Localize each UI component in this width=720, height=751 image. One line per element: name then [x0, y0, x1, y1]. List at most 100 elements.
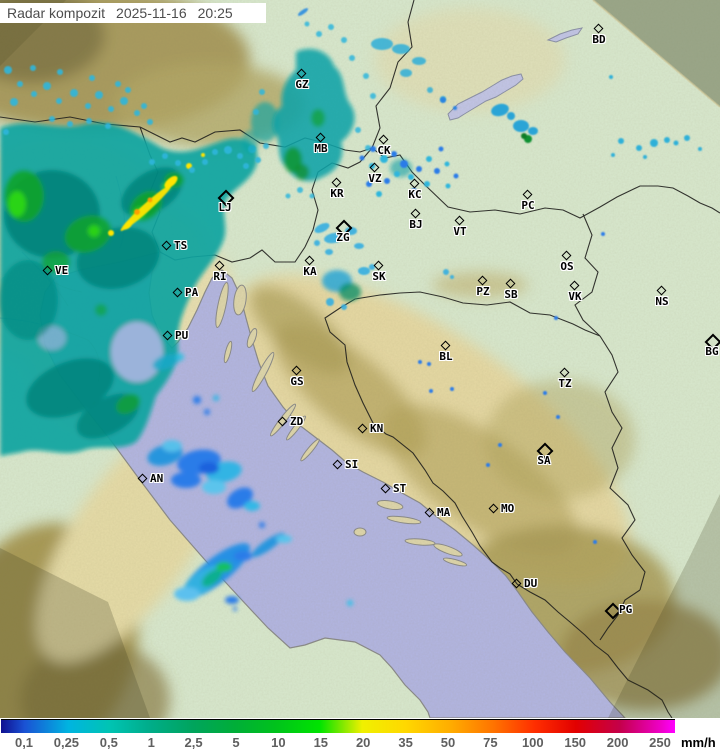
city-label: PG — [619, 603, 633, 616]
city-label: MB — [314, 142, 328, 155]
scale-tick: 15 — [313, 735, 329, 750]
scale-tick: 200 — [606, 735, 629, 750]
city-label: BL — [439, 350, 453, 363]
city-label: BG — [705, 345, 719, 358]
city-diamond-icon — [424, 507, 435, 518]
observation-date: 2025-11-16 — [116, 5, 187, 21]
scale-tick: 10 — [271, 735, 286, 750]
city-diamond-icon — [304, 255, 315, 266]
city-label: NS — [655, 295, 669, 308]
city-diamond-icon — [380, 483, 391, 494]
city-label: TS — [174, 239, 188, 252]
echo-ck-cluster — [359, 146, 459, 197]
city-label: PA — [185, 286, 199, 299]
scale-tick: 0,5 — [99, 735, 118, 750]
city-label: CK — [377, 144, 391, 157]
scale-tick: 5 — [232, 735, 240, 750]
city-diamond-icon — [488, 503, 499, 514]
city-label: ST — [393, 482, 407, 495]
city-label: KA — [303, 265, 317, 278]
city-diamond-icon — [137, 473, 148, 484]
city-label: LJ — [218, 201, 232, 214]
city-diamond-icon — [378, 134, 389, 145]
city-diamond-icon — [162, 330, 173, 341]
city-diamond-icon — [161, 240, 172, 251]
city-label: PU — [175, 329, 189, 342]
echo-inland-dots — [418, 232, 605, 544]
city-label: KR — [330, 187, 344, 200]
echo-zagreb-cluster — [314, 223, 454, 310]
observation-time: 20:25 — [197, 5, 233, 21]
city-label: VT — [453, 225, 467, 238]
city-label: OS — [560, 260, 574, 273]
scale-tick: 35 — [398, 735, 413, 750]
city-diamond-icon — [505, 278, 516, 289]
city-label: TZ — [558, 377, 572, 390]
echo-hungary — [440, 75, 702, 159]
scale-tick: 50 — [440, 735, 456, 750]
city-diamond-icon — [331, 177, 342, 188]
city-diamond-icon — [172, 287, 183, 298]
city-label: ZG — [336, 231, 350, 244]
city-diamond-icon — [511, 578, 522, 589]
city-diamond-icon — [656, 285, 667, 296]
city-label: SB — [504, 288, 518, 301]
city-label: GZ — [295, 78, 309, 91]
scale-tick: 150 — [564, 735, 587, 750]
precipitation-echoes — [0, 8, 702, 611]
city-label: SA — [537, 454, 551, 467]
city-diamond-icon — [410, 208, 421, 219]
echo-main-system — [0, 122, 258, 456]
scale-tick: 20 — [355, 735, 371, 750]
city-label: SI — [345, 458, 359, 471]
product-title: Radar kompozit — [7, 5, 106, 21]
city-diamond-icon — [561, 250, 572, 261]
title-bar: Radar kompozit 2025-11-16 20:25 — [0, 3, 266, 23]
radar-map-canvas — [0, 0, 720, 718]
city-label: ZD — [290, 415, 304, 428]
city-diamond-icon — [315, 132, 326, 143]
intensity-unit-label: mm/h — [681, 735, 716, 750]
city-diamond-icon — [357, 423, 368, 434]
city-label: RI — [213, 270, 227, 283]
city-label: PC — [521, 199, 535, 212]
city-diamond-icon — [296, 68, 307, 79]
scale-tick: 100 — [521, 735, 544, 750]
city-label: VK — [568, 290, 582, 303]
city-label: KC — [408, 188, 422, 201]
city-diamond-icon — [369, 162, 380, 173]
city-diamond-icon — [477, 275, 488, 286]
city-label: PZ — [476, 285, 490, 298]
city-label: MO — [501, 502, 515, 515]
city-diamond-icon — [409, 178, 420, 189]
intensity-gradient-bar — [1, 719, 675, 733]
city-diamond-icon — [559, 367, 570, 378]
scale-tick: 2,5 — [184, 735, 203, 750]
scale-tick: 75 — [483, 735, 498, 750]
city-label: BD — [592, 33, 606, 46]
city-diamond-icon — [291, 365, 302, 376]
echo-adriatic — [147, 395, 353, 611]
scale-tick: 0,1 — [14, 735, 34, 750]
city-label: GS — [290, 375, 304, 388]
city-label: SK — [372, 270, 386, 283]
city-diamond-icon — [373, 260, 384, 271]
city-label: AN — [150, 472, 164, 485]
scale-tick: 1 — [147, 735, 155, 750]
city-label: VE — [55, 264, 69, 277]
city-label: BJ — [409, 218, 423, 231]
city-diamond-icon — [454, 215, 465, 226]
city-diamond-icon — [440, 340, 451, 351]
city-diamond-icon — [522, 189, 533, 200]
city-label: KN — [370, 422, 384, 435]
city-label: MA — [437, 506, 451, 519]
city-diamond-icon — [277, 416, 288, 427]
city-diamond-icon — [332, 459, 343, 470]
city-label: DU — [524, 577, 538, 590]
city-label: VZ — [368, 172, 382, 185]
scale-tick: 250 — [649, 735, 671, 750]
city-diamond-icon — [569, 280, 580, 291]
intensity-scale: 0,1 0,25 0,5 1 2,5 5 10 15 20 35 50 75 100 150 200 250 … — [0, 718, 720, 751]
city-markers-layer: GZ BD MB CK VZ KR KC PC LJ BJ VT ZG TS OS VE RI KA SK PZ SB… — [42, 23, 720, 620]
